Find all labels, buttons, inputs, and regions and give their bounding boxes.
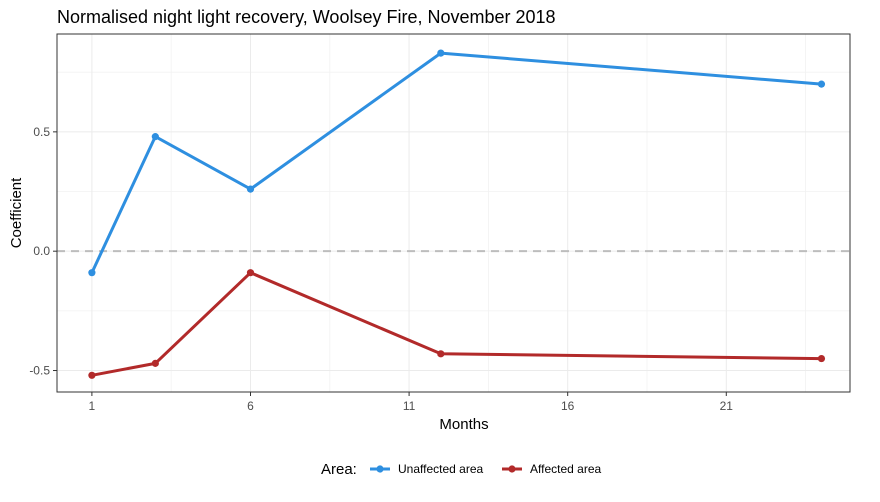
data-point-unaffected-area (88, 269, 96, 277)
y-tick-label: 0.0 (33, 244, 50, 258)
x-tick-label: 1 (89, 399, 96, 413)
data-point-unaffected-area (151, 133, 159, 141)
gridlines (57, 34, 850, 392)
x-tick-label: 11 (403, 399, 416, 413)
data-point-affected-area (817, 354, 826, 363)
data-point-unaffected-area (817, 80, 826, 88)
plot-panel (56, 33, 851, 393)
legend-key-point (376, 465, 384, 473)
legend-key-point (508, 465, 516, 473)
axes: 1 6 11 16 21-0.50.00.5 (29, 125, 733, 413)
legend-label: Unaffected area (398, 462, 483, 476)
data-point-affected-area (246, 269, 255, 277)
y-tick-label: 0.5 (33, 125, 50, 139)
plot-border (56, 33, 851, 393)
plot-background (57, 34, 850, 392)
legend: Area: Unaffected area Affected area (321, 461, 601, 478)
x-tick-label: 6 (247, 399, 254, 413)
x-tick-label: 16 (561, 399, 575, 413)
y-tick-label: -0.5 (29, 364, 50, 378)
data-point-affected-area (151, 359, 159, 367)
data-point-unaffected-area (437, 49, 445, 57)
data-point-affected-area (88, 371, 96, 379)
x-tick-label: 21 (720, 399, 734, 413)
x-axis-title: Months (439, 416, 488, 433)
legend-entries: Unaffected area Affected area (370, 462, 601, 476)
data-point-affected-area (437, 350, 445, 358)
chart-title: Normalised night light recovery, Woolsey… (57, 7, 556, 27)
data-point-unaffected-area (246, 185, 255, 193)
legend-label: Affected area (530, 462, 601, 476)
legend-title: Area: (321, 461, 357, 478)
series-lines (88, 49, 826, 379)
y-axis-title: Coefficient (8, 177, 25, 248)
